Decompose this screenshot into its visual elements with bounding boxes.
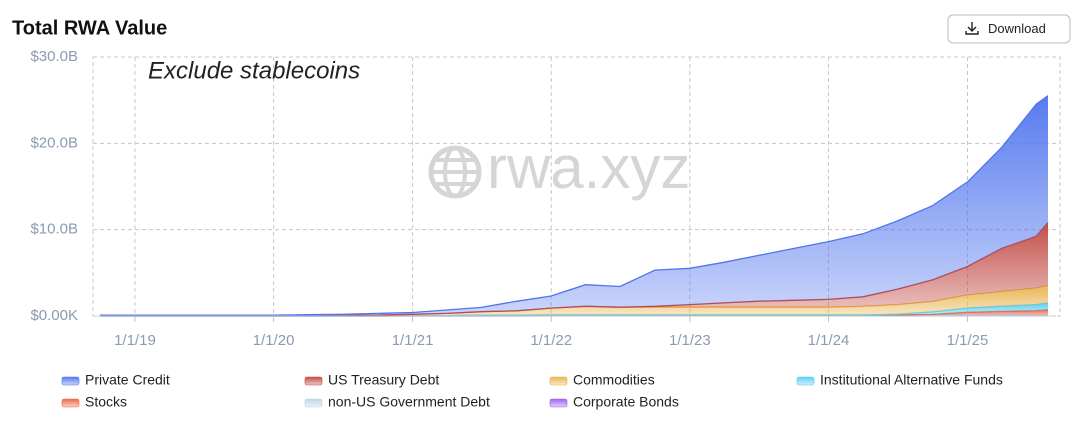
legend-item: Stocks: [61, 394, 127, 410]
chart-title: Total RWA Value: [12, 17, 167, 39]
legend-label: Commodities: [573, 372, 655, 388]
download-icon[interactable]: [965, 22, 979, 35]
x-tick-label: 1/1/20: [253, 332, 295, 349]
x-tick-label: 1/1/21: [392, 332, 434, 349]
area: [100, 95, 1048, 316]
legend-swatch: [61, 376, 80, 386]
y-tick-label: $10.0B: [30, 221, 78, 238]
area: [100, 285, 1048, 316]
x-tick-label: 1/1/22: [530, 332, 572, 349]
watermark-globe: [428, 145, 482, 199]
legend-label: non-US Government Debt: [328, 394, 490, 410]
watermark: rwa.xyz: [428, 134, 690, 201]
legend-label: Stocks: [85, 394, 127, 410]
watermark-globe: [443, 146, 467, 198]
watermark-globe: [431, 158, 479, 186]
legend-swatch: [796, 376, 815, 386]
legend-item: Commodities: [549, 372, 655, 388]
y-tick-label: $20.0B: [30, 134, 78, 151]
legend-item: US Treasury Debt: [304, 372, 439, 388]
watermark-text: rwa.xyz: [487, 134, 690, 201]
area-line: [100, 95, 1049, 316]
legend-item: Corporate Bonds: [549, 394, 679, 410]
legend-item: non-US Government Debt: [304, 394, 490, 410]
x-tick-label: 1/1/24: [808, 332, 850, 349]
legend-swatch: [304, 398, 323, 408]
x-tick-label: 1/1/19: [114, 332, 156, 349]
axes: $0.00K $10.0B $20.0B $30.0B 1/1/19 1/1/20 1/1/…: [30, 48, 1048, 349]
areas: [100, 95, 1049, 317]
legend-label: Institutional Alternative Funds: [820, 372, 1003, 388]
legend-label: Private Credit: [85, 372, 170, 388]
legend-label: Corporate Bonds: [573, 394, 679, 410]
legend-swatch: [549, 398, 568, 408]
legend-item: Institutional Alternative Funds: [796, 372, 1003, 388]
y-tick-label: $0.00K: [30, 307, 78, 324]
legend-swatch: [549, 376, 568, 386]
legend: Private Credit US Treasury Debt Commoditie…: [61, 372, 1003, 410]
button-label[interactable]: Download: [988, 21, 1046, 36]
x-tick-label: 1/1/23: [669, 332, 711, 349]
annotation: Exclude stablecoins: [148, 57, 360, 84]
button-frame[interactable]: [947, 14, 1071, 44]
download-button[interactable]: Download: [947, 14, 1071, 44]
legend-swatch: [61, 398, 80, 408]
legend-label: US Treasury Debt: [328, 372, 439, 388]
x-tick-label: 1/1/25: [947, 332, 989, 349]
y-tick-label: $30.0B: [30, 48, 78, 65]
legend-item: Private Credit: [61, 372, 170, 388]
legend-swatch: [304, 376, 323, 386]
